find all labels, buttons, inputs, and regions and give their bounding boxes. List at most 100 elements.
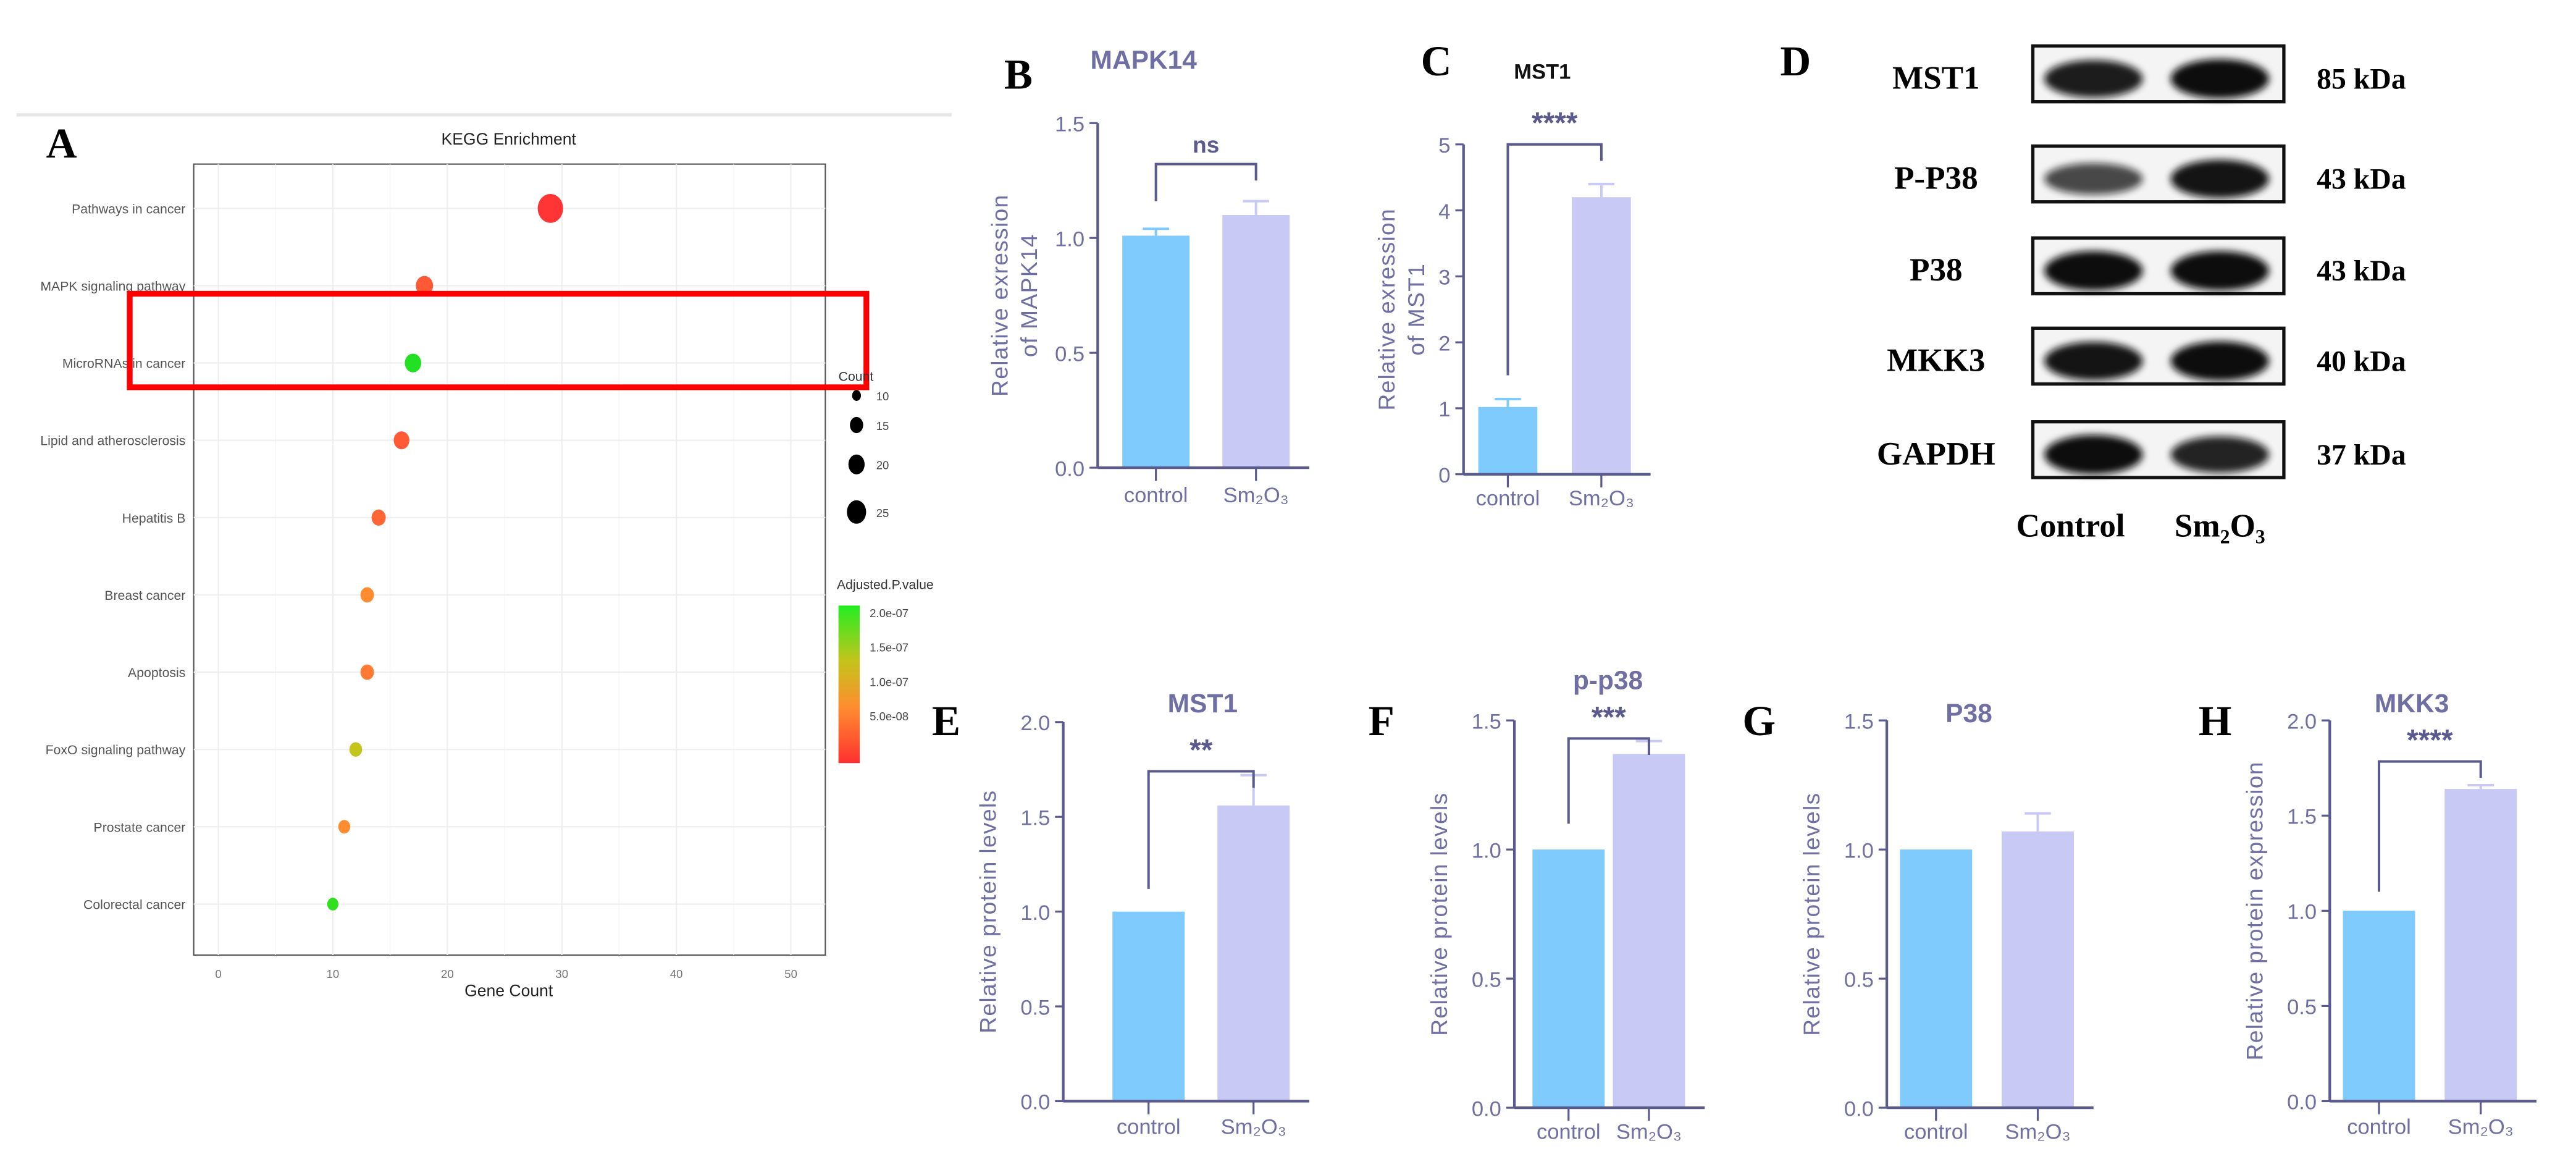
y-tick-label: 0.5 bbox=[1055, 342, 1085, 366]
significance-label: *** bbox=[1592, 701, 1626, 734]
panel-letter: G bbox=[1742, 697, 1776, 744]
y-axis-label: Relative exression bbox=[1374, 208, 1399, 411]
x-tick-label: 30 bbox=[555, 967, 568, 980]
x-tick-label: Sm₂O₃ bbox=[1616, 1121, 1682, 1144]
y-axis-label: Relative exression bbox=[986, 194, 1012, 397]
bar-control bbox=[1112, 911, 1185, 1101]
y-tick-label: 1.5 bbox=[1055, 113, 1085, 137]
y-tick-label: Breast cancer bbox=[104, 588, 185, 603]
protein-label: MST1 bbox=[1892, 60, 1980, 96]
panel-g: G P38 control Sm₂O₃ 0.0 0.5 1.0 1.5 Relative pro… bbox=[1742, 697, 2094, 1144]
y-axis-label: Relative protein expression bbox=[2241, 761, 2267, 1060]
x-tick-label: control bbox=[1124, 484, 1188, 507]
data-point bbox=[393, 431, 409, 450]
y-tick-label: 0.0 bbox=[1020, 1091, 1050, 1114]
y-tick-label: 1.0 bbox=[1844, 839, 1874, 862]
blot-band bbox=[2044, 251, 2143, 291]
significance-bracket bbox=[1147, 770, 1255, 889]
x-tick-label: Sm₂O₃ bbox=[2005, 1121, 2070, 1144]
x-tick-label: Sm₂O₃ bbox=[1221, 1116, 1286, 1139]
x-tick-label: control bbox=[2347, 1116, 2411, 1139]
bar-treated bbox=[1613, 754, 1685, 1108]
y-axis-label: of MST1 bbox=[1403, 263, 1429, 356]
blot-band bbox=[2170, 341, 2270, 381]
significance-bracket bbox=[2378, 760, 2482, 892]
panel-d: D MST1 85 kDa P-P38 43 kDa P38 43 kDa MKK3 40 kD… bbox=[1780, 37, 2406, 544]
y-tick-label: 0.0 bbox=[1472, 1097, 1501, 1121]
blot-band bbox=[2170, 159, 2270, 198]
y-tick-label: MicroRNAs in cancer bbox=[62, 356, 186, 371]
x-tick-label: control bbox=[1904, 1121, 1968, 1144]
y-tick-label: 1.0 bbox=[1472, 839, 1501, 862]
blot-band bbox=[2044, 434, 2143, 474]
molecular-weight-label: 37 kDa bbox=[2317, 439, 2406, 471]
highlight-box bbox=[127, 290, 870, 390]
bar-treated bbox=[2444, 789, 2517, 1101]
data-point bbox=[338, 820, 351, 834]
size-legend-dot bbox=[847, 500, 866, 524]
y-tick-label: FoxO signaling pathway bbox=[46, 743, 186, 757]
x-tick-label: control bbox=[1117, 1116, 1181, 1139]
plot-area bbox=[193, 163, 826, 956]
chart-title: MST1 bbox=[1168, 689, 1238, 718]
blot-band bbox=[2170, 251, 2270, 291]
y-tick-label: Hepatitis B bbox=[122, 511, 186, 526]
panel-a: A KEGG Enrichment 0 10 20 30 40 50 Gene Count Pat… bbox=[16, 113, 952, 1000]
bar-control bbox=[1900, 849, 1973, 1108]
y-tick-label: 1.5 bbox=[2287, 806, 2317, 829]
bar-control bbox=[1122, 235, 1190, 468]
size-legend-dot bbox=[850, 416, 863, 434]
y-tick-label: Lipid and atherosclerosis bbox=[40, 434, 185, 449]
x-tick-label: Sm₂O₃ bbox=[1569, 487, 1634, 510]
protein-label: P38 bbox=[1910, 252, 1963, 288]
panel-letter: E bbox=[932, 697, 960, 744]
protein-label: P-P38 bbox=[1894, 160, 1978, 196]
y-tick-label: 0.5 bbox=[1472, 968, 1501, 992]
y-axis-label: Relative protein levels bbox=[975, 790, 1001, 1034]
x-tick-label: 40 bbox=[670, 967, 683, 980]
data-point bbox=[360, 587, 374, 603]
lane-label: Control bbox=[2016, 508, 2125, 544]
blot-band bbox=[2170, 59, 2270, 99]
color-legend-label: 1.5e-07 bbox=[870, 641, 908, 654]
significance-bracket bbox=[1154, 162, 1257, 201]
color-legend-label: 2.0e-07 bbox=[870, 607, 908, 620]
color-legend-label: 1.0e-07 bbox=[870, 675, 908, 688]
y-tick-label: Apoptosis bbox=[128, 665, 185, 680]
data-point bbox=[416, 276, 434, 296]
chart-title: KEGG Enrichment bbox=[442, 130, 577, 148]
size-legend-label: 25 bbox=[876, 507, 889, 520]
y-tick-label: 2.0 bbox=[2287, 710, 2317, 733]
y-axis-label: of MAPK14 bbox=[1016, 234, 1042, 357]
panel-e: E MST1 control Sm₂O₃ 0.0 0.5 1.0 1.5 2.0 Relative… bbox=[932, 689, 1310, 1139]
significance-label: ns bbox=[1193, 132, 1219, 158]
y-tick-label: 1.5 bbox=[1020, 807, 1050, 830]
chart-title: MKK3 bbox=[2375, 689, 2449, 718]
blot-band bbox=[2170, 436, 2270, 473]
color-legend-title: Adjusted.P.value bbox=[837, 578, 934, 592]
y-tick-label: 0.0 bbox=[1055, 457, 1085, 481]
y-tick-label: 0.5 bbox=[1844, 968, 1874, 992]
y-tick-label: 3 bbox=[1438, 266, 1450, 290]
x-axis-label: Gene Count bbox=[464, 981, 553, 1000]
size-legend-label: 20 bbox=[876, 459, 889, 472]
x-tick-label: Sm₂O₃ bbox=[2448, 1116, 2514, 1139]
protein-label: MKK3 bbox=[1887, 342, 1985, 378]
x-tick-label: 50 bbox=[784, 967, 797, 980]
chart-title: P38 bbox=[1945, 699, 1992, 728]
panel-f: Fp-p38 control Sm₂O₃ 0.0 0.5 1.0 1.5 Relative p… bbox=[1369, 667, 1705, 1144]
size-legend-label: 15 bbox=[876, 419, 889, 432]
molecular-weight-label: 40 kDa bbox=[2317, 345, 2406, 377]
significance-bracket bbox=[1506, 143, 1603, 376]
y-tick-label: 0 bbox=[1438, 464, 1450, 487]
y-tick-label: 2.0 bbox=[1020, 712, 1050, 735]
significance-label: **** bbox=[2407, 724, 2453, 757]
panel-letter: D bbox=[1780, 37, 1811, 85]
y-tick-label: 0.0 bbox=[2287, 1091, 2317, 1114]
data-point bbox=[349, 742, 363, 757]
panel-letter: B bbox=[1004, 50, 1033, 98]
y-tick-label: 1.0 bbox=[1055, 227, 1085, 251]
panel-letter: H bbox=[2199, 697, 2232, 744]
blot-band bbox=[2044, 163, 2143, 195]
